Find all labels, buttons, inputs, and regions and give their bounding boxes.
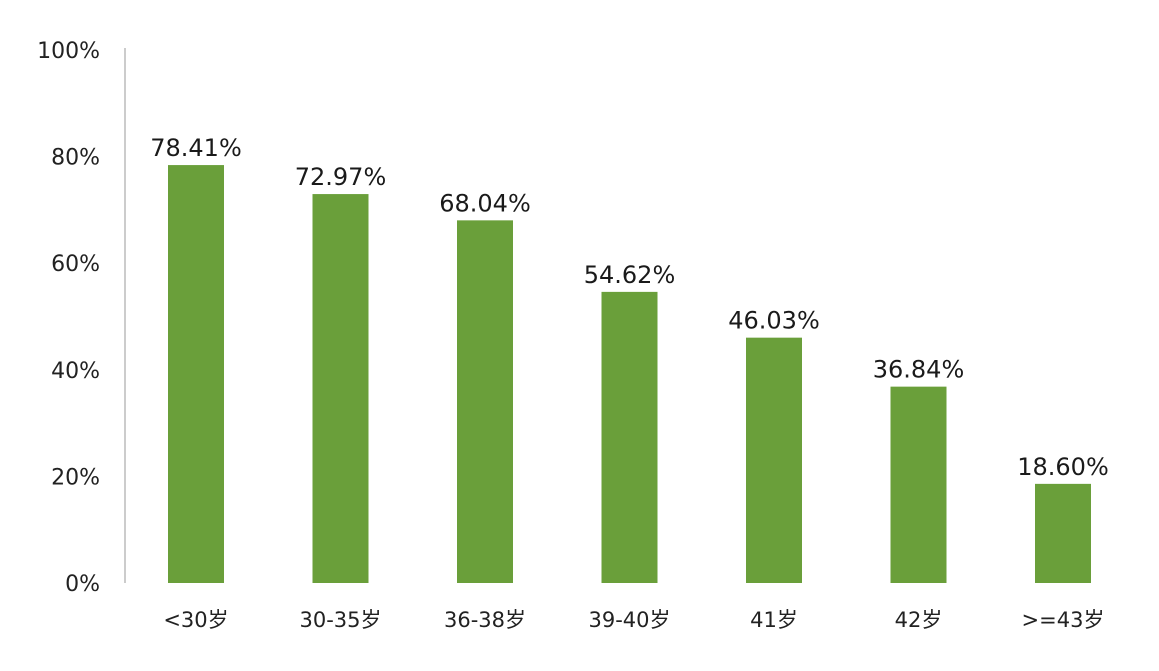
y-axis-ticks: 0% 20% 40% 60% 80% 100% xyxy=(37,39,100,597)
x-tick-label: 39-40岁 xyxy=(588,608,670,632)
bars xyxy=(168,165,1091,584)
bar xyxy=(168,165,224,583)
y-tick-label: 80% xyxy=(51,146,100,171)
data-label: 72.97% xyxy=(295,163,387,191)
x-axis-ticks: <30岁 30-35岁 36-38岁 39-40岁 41岁 42岁 >=43岁 xyxy=(163,608,1104,632)
bar xyxy=(457,220,513,583)
x-tick-label: 41岁 xyxy=(750,608,798,632)
bar xyxy=(312,194,369,584)
data-label: 68.04% xyxy=(439,189,531,217)
data-label: 46.03% xyxy=(728,307,820,335)
data-label: 18.60% xyxy=(1017,453,1109,481)
bar xyxy=(746,337,802,583)
y-tick-label: 60% xyxy=(51,252,100,277)
y-tick-label: 20% xyxy=(51,465,100,490)
bar xyxy=(601,291,658,583)
x-tick-label: >=43岁 xyxy=(1022,608,1105,632)
bar xyxy=(1035,483,1091,583)
x-tick-label: 36-38岁 xyxy=(444,608,526,632)
data-labels: 78.41% 72.97% 68.04% 54.62% 46.03% 36.84% 18.6… xyxy=(150,134,1109,481)
x-tick-label: 30-35岁 xyxy=(299,608,381,632)
y-tick-label: 100% xyxy=(37,39,100,64)
y-tick-label: 40% xyxy=(51,359,100,384)
data-label: 54.62% xyxy=(584,261,676,289)
x-tick-label: 42岁 xyxy=(895,608,943,632)
data-label: 78.41% xyxy=(150,134,242,162)
data-label: 36.84% xyxy=(873,356,965,384)
x-tick-label: <30岁 xyxy=(163,608,228,632)
y-tick-label: 0% xyxy=(65,572,100,597)
bar xyxy=(890,386,947,583)
